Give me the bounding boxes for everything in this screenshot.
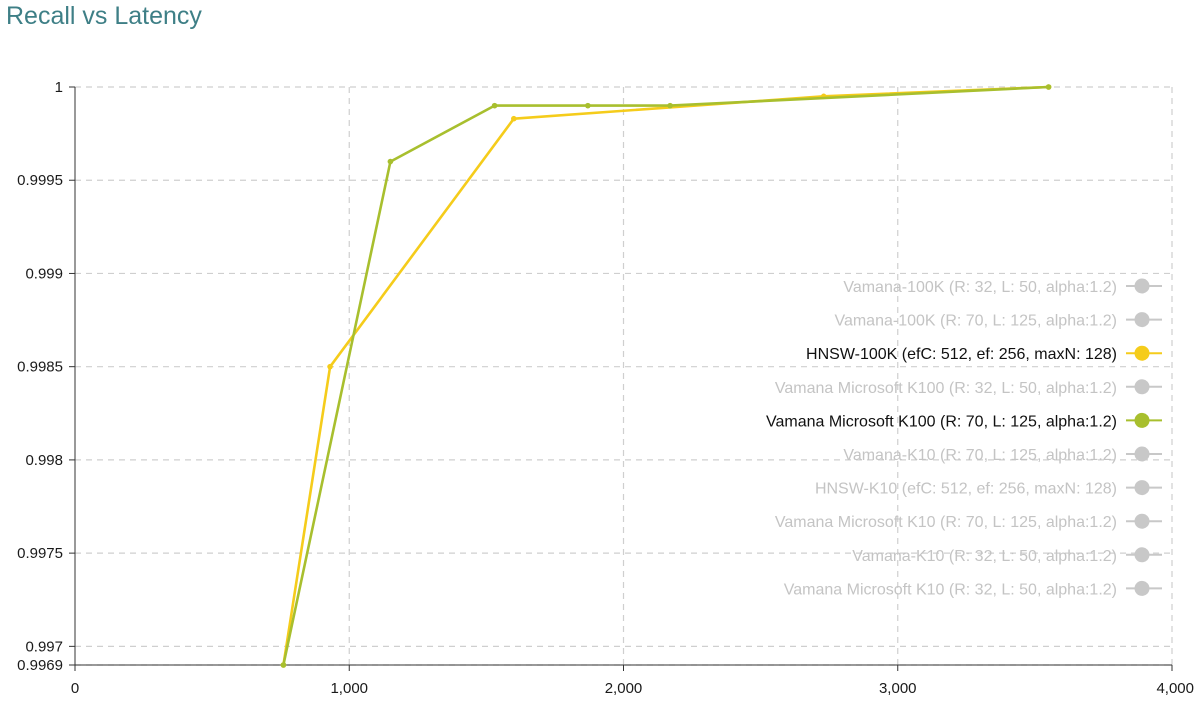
data-point[interactable]	[585, 102, 591, 109]
legend-label: Vamana-100K (R: 32, L: 50, alpha:1.2)	[843, 279, 1117, 296]
y-tick-label: 0.999	[25, 265, 63, 282]
legend-item[interactable]: Vamana-K10 (R: 70, L: 125, alpha:1.2)	[843, 446, 1162, 465]
legend-label: Vamana Microsoft K100 (R: 70, L: 125, al…	[766, 413, 1117, 430]
data-point[interactable]	[387, 158, 394, 165]
legend-label: Vamana-100K (R: 70, L: 125, alpha:1.2)	[834, 313, 1117, 330]
legend-item[interactable]: Vamana Microsoft K100 (R: 32, L: 50, alp…	[775, 379, 1162, 397]
legend-swatch-marker	[1134, 513, 1150, 529]
legend-swatch-marker	[1134, 345, 1150, 361]
data-point[interactable]	[667, 102, 673, 109]
legend-label: Vamana Microsoft K10 (R: 32, L: 50, alph…	[784, 581, 1117, 598]
chart-title: Recall vs Latency	[6, 2, 202, 30]
y-tick-label: 0.9985	[17, 359, 63, 376]
data-point[interactable]	[1045, 84, 1052, 90]
y-tick-label: 0.997	[25, 638, 63, 655]
axes: 0 1,000 2,000 3,000 4,000 0.9969 0.997 0.9975 0.…	[17, 79, 1194, 697]
x-tick-label: 0	[71, 680, 79, 697]
y-tick-label: 0.9975	[17, 545, 63, 562]
data-point[interactable]	[491, 102, 498, 109]
series-4	[280, 84, 1052, 668]
legend-label: HNSW-100K (efC: 512, ef: 256, maxN: 128)	[806, 346, 1117, 363]
legend-swatch-marker	[1134, 446, 1150, 462]
legend-swatch-marker	[1134, 480, 1150, 496]
legend-swatch-marker	[1134, 547, 1150, 563]
legend-label: Vamana-K10 (R: 70, L: 125, alpha:1.2)	[843, 447, 1117, 464]
grid	[75, 86, 1173, 666]
y-tick-label: 1	[55, 79, 63, 96]
series-layer	[280, 84, 1052, 668]
legend-item[interactable]: HNSW-K10 (efC: 512, ef: 256, maxN: 128)	[815, 480, 1162, 498]
legend-item[interactable]: HNSW-100K (efC: 512, ef: 256, maxN: 128)	[806, 345, 1162, 364]
legend: Vamana-100K (R: 32, L: 50, alpha:1.2) Vam…	[766, 278, 1162, 599]
data-point[interactable]	[280, 662, 287, 668]
series-line	[282, 85, 1049, 666]
legend-swatch-marker	[1134, 278, 1150, 294]
legend-swatch-marker	[1134, 379, 1150, 395]
y-tick-label: 0.998	[25, 452, 63, 469]
legend-item[interactable]: Vamana Microsoft K10 (R: 32, L: 50, alph…	[784, 580, 1162, 599]
legend-item[interactable]: Vamana-100K (R: 70, L: 125, alpha:1.2)	[834, 312, 1162, 330]
series-2	[280, 84, 1052, 668]
legend-swatch-marker	[1134, 412, 1150, 428]
x-tick-label: 3,000	[879, 680, 917, 697]
data-point[interactable]	[327, 363, 333, 370]
legend-swatch-marker	[1134, 312, 1150, 328]
legend-item[interactable]: Vamana Microsoft K10 (R: 70, L: 125, alp…	[775, 513, 1162, 532]
series-line	[282, 85, 1049, 666]
legend-item[interactable]: Vamana Microsoft K100 (R: 70, L: 125, al…	[766, 412, 1162, 431]
legend-label: Vamana-K10 (R: 32, L: 50, alpha:1.2)	[852, 548, 1117, 565]
x-tick-label: 1,000	[330, 680, 368, 697]
y-tick-label: 0.9995	[17, 172, 63, 189]
legend-item[interactable]: Vamana-100K (R: 32, L: 50, alpha:1.2)	[843, 278, 1162, 297]
legend-label: Vamana Microsoft K100 (R: 32, L: 50, alp…	[775, 380, 1117, 397]
y-tick-label: 0.9969	[17, 657, 63, 674]
x-tick-label: 4,000	[1156, 680, 1194, 697]
legend-label: Vamana Microsoft K10 (R: 70, L: 125, alp…	[775, 514, 1117, 531]
legend-label: HNSW-K10 (efC: 512, ef: 256, maxN: 128)	[815, 481, 1117, 498]
legend-swatch-marker	[1134, 580, 1150, 596]
legend-item[interactable]: Vamana-K10 (R: 32, L: 50, alpha:1.2)	[852, 547, 1162, 565]
x-tick-label: 2,000	[605, 680, 643, 697]
data-point[interactable]	[511, 115, 517, 122]
